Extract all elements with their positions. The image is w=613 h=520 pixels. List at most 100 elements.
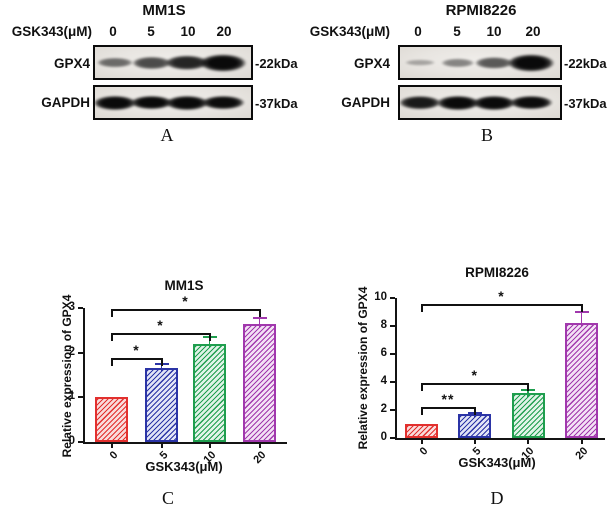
panel-letter-c: C xyxy=(161,488,174,508)
significance-bracket-drop xyxy=(160,357,163,366)
x-tick-mark xyxy=(160,444,163,448)
bar xyxy=(405,424,438,438)
y-tick-label: 10 xyxy=(374,291,387,303)
dose-value: 0 xyxy=(109,24,117,39)
dose-value: 10 xyxy=(180,24,196,39)
protein-label-gapdh: GAPDH xyxy=(341,95,390,110)
panel-letter-a: A xyxy=(160,125,174,145)
y-tick-mark xyxy=(78,396,83,399)
error-bar-cap xyxy=(574,310,589,313)
significance-label: * xyxy=(157,316,164,333)
significance-bracket-drop xyxy=(420,383,423,392)
x-tick-mark xyxy=(580,440,583,444)
x-axis-title: GSK343(μM) xyxy=(458,455,536,470)
x-tick-mark xyxy=(420,440,423,444)
dose-value: 20 xyxy=(216,24,232,39)
y-tick-mark xyxy=(78,306,83,309)
mw-marker: -37kDa xyxy=(255,96,298,111)
y-tick-label: 0 xyxy=(380,431,387,443)
x-tick-mark xyxy=(527,440,529,444)
chart-title: MM1S xyxy=(164,278,204,293)
significance-bracket-drop xyxy=(208,332,211,341)
blot-image-gapdh xyxy=(92,85,253,120)
y-tick-mark xyxy=(390,437,395,439)
y-tick-mark xyxy=(78,441,83,443)
protein-band xyxy=(129,95,174,110)
x-tick-mark xyxy=(110,444,113,448)
y-tick-mark xyxy=(390,381,395,383)
protein-band xyxy=(440,57,476,68)
protein-label-gpx4: GPX4 xyxy=(53,56,90,71)
blot-image-gpx4 xyxy=(93,45,253,80)
error-bar-line xyxy=(580,310,583,328)
y-tick-label: 0 xyxy=(68,435,75,447)
significance-bracket-line xyxy=(110,332,211,335)
dose-value: 5 xyxy=(453,24,461,39)
chart-title: RPMI8226 xyxy=(465,265,529,280)
y-tick-label: 6 xyxy=(380,347,387,359)
significance-bracket-drop xyxy=(580,303,583,312)
protein-band xyxy=(201,95,245,110)
protein-band xyxy=(164,54,210,71)
bar xyxy=(243,323,276,442)
significance-label: ** xyxy=(441,391,455,408)
significance-bracket-line xyxy=(110,357,163,360)
protein-band xyxy=(198,53,247,72)
x-axis-line xyxy=(395,438,605,440)
mw-marker: -22kDa xyxy=(564,56,607,71)
error-bar-line xyxy=(160,362,163,373)
significance-label: * xyxy=(182,293,189,310)
significance-label: * xyxy=(133,341,140,358)
significance-bracket-drop xyxy=(420,303,423,312)
y-axis-title-text: Relative expression of GPX4 xyxy=(356,286,370,450)
blot-title-rpmi8226: RPMI8226 xyxy=(445,2,517,19)
protein-band xyxy=(165,95,210,110)
dose-value: 10 xyxy=(486,24,502,39)
significance-label: * xyxy=(498,287,505,304)
dose-axis-label: GSK343(μM) xyxy=(11,24,92,39)
bar xyxy=(511,393,545,438)
bar xyxy=(95,397,128,442)
bar xyxy=(193,343,226,442)
protein-label-gapdh: GAPDH xyxy=(41,95,90,110)
blot-image-gapdh xyxy=(398,85,562,120)
y-tick-mark xyxy=(390,325,395,327)
x-axis-title: GSK343(μM) xyxy=(145,459,223,474)
significance-bracket-line xyxy=(110,309,261,312)
y-tick-label: 8 xyxy=(380,319,387,331)
y-axis-title-text: Relative expression of GPX4 xyxy=(60,294,74,458)
protein-band xyxy=(398,95,442,110)
protein-band xyxy=(474,56,514,69)
x-axis-line xyxy=(83,442,287,444)
panel-letter-b: B xyxy=(480,125,493,145)
protein-band xyxy=(96,57,133,68)
blot-image-gpx4 xyxy=(398,45,562,80)
protein-band xyxy=(472,95,517,110)
significance-bracket-line xyxy=(420,407,476,410)
y-tick-mark xyxy=(390,353,395,355)
significance-bracket-line xyxy=(420,383,529,386)
dose-value: 0 xyxy=(414,24,422,39)
y-tick-mark xyxy=(78,351,83,354)
significance-bracket-drop xyxy=(527,383,529,392)
dose-value: 5 xyxy=(147,24,155,39)
significance-bracket-drop xyxy=(110,332,113,341)
significance-bracket-drop xyxy=(420,407,423,416)
y-tick-label: 2 xyxy=(380,403,387,415)
dose-axis-label: GSK343(μM) xyxy=(309,24,390,39)
error-bar-cap xyxy=(252,316,267,319)
significance-bracket-drop xyxy=(473,407,476,416)
error-bar-line xyxy=(527,389,529,398)
protein-band xyxy=(404,59,436,66)
significance-bracket-drop xyxy=(110,309,113,318)
y-tick-label: 1 xyxy=(68,390,75,403)
significance-bracket-line xyxy=(420,303,583,306)
y-tick-label: 4 xyxy=(380,375,387,387)
protein-label-gpx4: GPX4 xyxy=(353,56,390,71)
dose-value: 20 xyxy=(525,24,541,39)
y-tick-label: 2 xyxy=(68,345,75,358)
bar xyxy=(565,323,598,438)
error-bar-line xyxy=(208,336,211,348)
y-tick-mark xyxy=(390,297,395,299)
